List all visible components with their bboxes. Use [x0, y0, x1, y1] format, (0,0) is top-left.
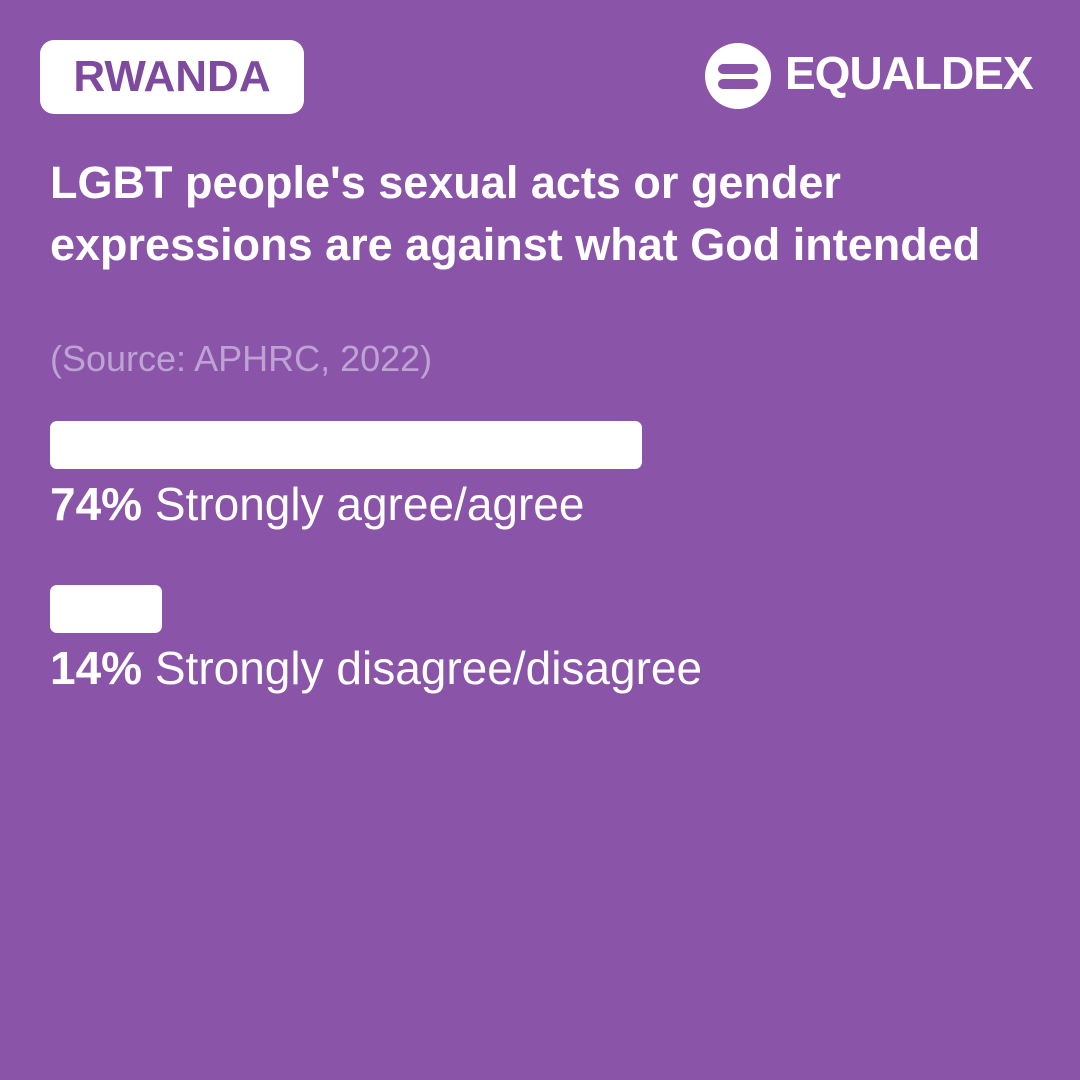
brand: EQUALDEX: [785, 47, 1034, 99]
chart-title: LGBT people's sexual acts or gender expr…: [50, 157, 981, 270]
source: (Source: APHRC, 2022): [50, 338, 433, 379]
bar-label: 74% Strongly agree/agree: [50, 477, 584, 531]
country-badge: RWANDA: [40, 40, 304, 114]
value-label: 14%: [50, 642, 143, 694]
bar: [50, 421, 642, 469]
category-label: Strongly agree/agree: [154, 478, 585, 530]
logo-icon: [705, 43, 771, 109]
value-label: 74%: [50, 478, 143, 530]
bar-label: 14% Strongly disagree/disagree: [50, 641, 702, 695]
bar: [50, 585, 162, 633]
category-label: Strongly disagree/disagree: [154, 642, 703, 694]
